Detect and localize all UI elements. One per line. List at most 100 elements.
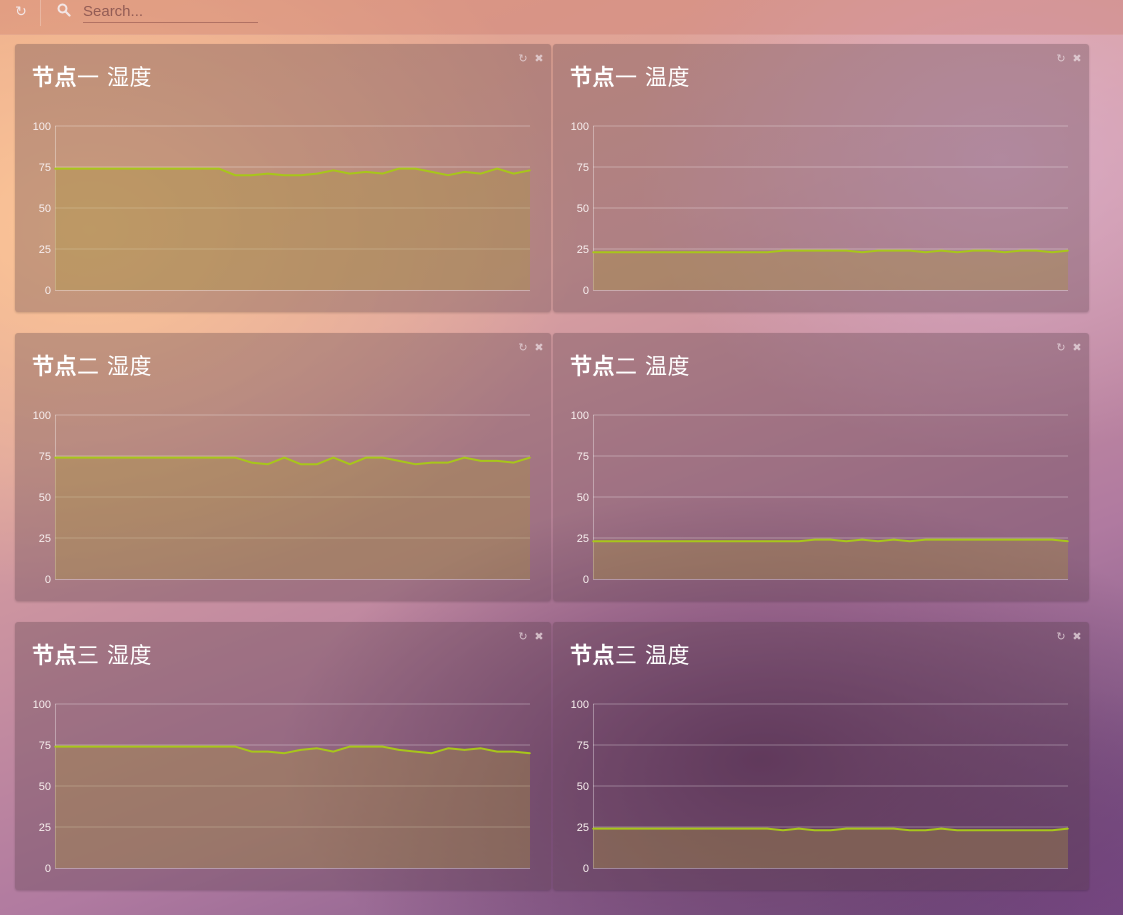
data-point bbox=[54, 456, 56, 459]
panel-title: 节点三 温度 bbox=[570, 638, 690, 670]
data-point bbox=[299, 463, 302, 465]
data-point bbox=[168, 456, 171, 459]
y-tick-label: 50 bbox=[39, 203, 51, 215]
data-point bbox=[655, 827, 658, 830]
panel-title-rest: 一 温度 bbox=[615, 66, 691, 91]
search-input[interactable] bbox=[83, 0, 258, 23]
data-point bbox=[136, 456, 138, 459]
data-point bbox=[718, 540, 721, 543]
close-icon[interactable]: ✖ bbox=[534, 52, 544, 65]
data-point bbox=[316, 172, 318, 175]
data-point bbox=[119, 745, 122, 748]
data-point bbox=[893, 827, 895, 830]
data-point bbox=[766, 540, 768, 543]
data-point bbox=[798, 540, 800, 543]
data-point bbox=[1003, 251, 1006, 254]
data-point bbox=[54, 745, 56, 748]
data-point bbox=[447, 174, 449, 176]
data-point bbox=[480, 460, 482, 462]
data-point bbox=[639, 251, 642, 254]
y-tick-label: 75 bbox=[39, 451, 51, 463]
data-point bbox=[639, 827, 642, 830]
panel-title: 节点一 温度 bbox=[570, 60, 690, 92]
data-point bbox=[988, 538, 990, 541]
data-point bbox=[718, 251, 721, 254]
close-icon[interactable]: ✖ bbox=[1072, 52, 1082, 65]
data-point bbox=[623, 827, 626, 830]
data-point bbox=[250, 461, 253, 464]
data-point bbox=[283, 752, 286, 754]
panel-tools: ↻ ✖ bbox=[1051, 49, 1083, 65]
close-icon[interactable]: ✖ bbox=[1072, 630, 1082, 643]
data-point bbox=[512, 172, 515, 175]
data-point bbox=[201, 167, 204, 170]
data-point bbox=[332, 169, 335, 172]
y-tick-label: 75 bbox=[577, 162, 589, 174]
refresh-icon[interactable]: ↻ bbox=[518, 341, 528, 354]
close-icon[interactable]: ✖ bbox=[534, 630, 544, 643]
data-point bbox=[152, 167, 155, 170]
y-tick-label: 75 bbox=[577, 451, 589, 463]
data-point bbox=[185, 167, 187, 170]
data-point bbox=[608, 540, 610, 543]
refresh-icon[interactable]: ↻ bbox=[1056, 52, 1066, 65]
close-icon[interactable]: ✖ bbox=[1072, 341, 1082, 354]
data-point bbox=[734, 540, 737, 543]
data-point bbox=[1019, 829, 1022, 832]
data-point bbox=[940, 827, 943, 830]
data-point bbox=[703, 251, 705, 254]
data-point bbox=[845, 827, 848, 830]
chart-panel: 节点二 湿度 ↻ ✖ 0 25 50 75 100 bbox=[15, 333, 551, 601]
data-point bbox=[512, 461, 515, 464]
data-point bbox=[168, 745, 171, 748]
data-point bbox=[201, 456, 204, 459]
y-tick-label: 25 bbox=[39, 533, 51, 545]
panel-title-bold: 节点 bbox=[570, 354, 616, 380]
panel-title-rest: 一 湿度 bbox=[77, 66, 153, 91]
panel-title: 节点三 湿度 bbox=[32, 638, 152, 670]
series-area bbox=[55, 168, 530, 290]
refresh-icon[interactable]: ↻ bbox=[518, 630, 528, 643]
data-point bbox=[893, 249, 895, 252]
data-point bbox=[119, 167, 122, 170]
data-point bbox=[381, 172, 384, 175]
data-point bbox=[1003, 829, 1006, 832]
data-point bbox=[267, 172, 269, 175]
data-point bbox=[924, 829, 927, 832]
y-tick-label: 0 bbox=[583, 574, 589, 586]
panel-title-bold: 节点 bbox=[570, 643, 616, 669]
data-point bbox=[671, 827, 673, 830]
panel-tools: ↻ ✖ bbox=[513, 49, 545, 65]
close-icon[interactable]: ✖ bbox=[534, 341, 544, 354]
data-point bbox=[908, 249, 911, 252]
top-toolbar: ↻ bbox=[0, 0, 1123, 35]
data-point bbox=[766, 251, 768, 254]
refresh-icon[interactable]: ↻ bbox=[1056, 341, 1066, 354]
data-point bbox=[267, 750, 269, 753]
y-tick-label: 0 bbox=[45, 574, 51, 586]
data-point bbox=[316, 747, 318, 750]
data-point bbox=[1051, 829, 1053, 832]
data-point bbox=[480, 747, 482, 750]
data-point bbox=[398, 460, 400, 462]
panel-title-bold: 节点 bbox=[570, 65, 616, 91]
data-point bbox=[332, 750, 335, 753]
data-point bbox=[217, 745, 220, 748]
y-tick-label: 100 bbox=[571, 121, 589, 133]
y-tick-label: 100 bbox=[571, 699, 589, 711]
data-point bbox=[529, 752, 531, 754]
data-point bbox=[798, 249, 800, 252]
series-line bbox=[55, 456, 531, 466]
search-icon[interactable] bbox=[57, 3, 71, 17]
data-point bbox=[1067, 249, 1069, 252]
chart-panel: 节点一 温度 ↻ ✖ 0 25 50 75 100 bbox=[553, 44, 1089, 312]
data-point bbox=[718, 827, 721, 830]
chart-panel: 节点三 温度 ↻ ✖ 0 25 50 75 100 bbox=[553, 622, 1089, 890]
refresh-icon[interactable]: ↻ bbox=[1056, 630, 1066, 643]
data-point bbox=[924, 251, 927, 254]
refresh-icon[interactable]: ↻ bbox=[15, 4, 27, 20]
data-point bbox=[250, 750, 253, 753]
data-point bbox=[1019, 249, 1022, 252]
data-point bbox=[398, 749, 400, 751]
refresh-icon[interactable]: ↻ bbox=[518, 52, 528, 65]
